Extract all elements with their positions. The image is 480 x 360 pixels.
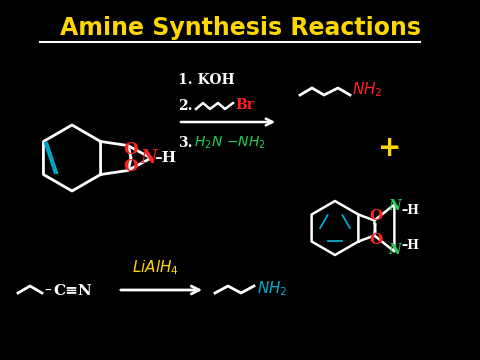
Text: –H: –H	[401, 239, 420, 252]
Text: C≡N: C≡N	[53, 284, 92, 298]
Text: N: N	[388, 243, 401, 256]
Text: N: N	[388, 199, 401, 213]
Text: O: O	[123, 141, 138, 158]
Text: O: O	[123, 158, 138, 175]
Text: N: N	[141, 149, 157, 167]
Text: $H_2N$: $H_2N$	[194, 135, 223, 151]
Text: $LiAlH_4$: $LiAlH_4$	[132, 258, 179, 277]
Text: $NH_2$: $NH_2$	[257, 280, 288, 298]
Text: Amine Synthesis Reactions: Amine Synthesis Reactions	[60, 16, 420, 40]
Text: O: O	[370, 210, 383, 224]
Text: 3.: 3.	[178, 136, 192, 150]
Text: +: +	[378, 134, 402, 162]
Text: –H: –H	[154, 151, 176, 165]
Text: 1. KOH: 1. KOH	[178, 73, 235, 87]
Text: Br: Br	[235, 98, 254, 112]
Text: $NH_2$: $NH_2$	[352, 81, 383, 99]
Text: –H: –H	[401, 204, 420, 217]
Text: 2.: 2.	[178, 99, 192, 113]
Text: $-NH_2$: $-NH_2$	[226, 135, 265, 151]
Text: –: –	[44, 284, 51, 298]
Text: O: O	[370, 233, 383, 247]
